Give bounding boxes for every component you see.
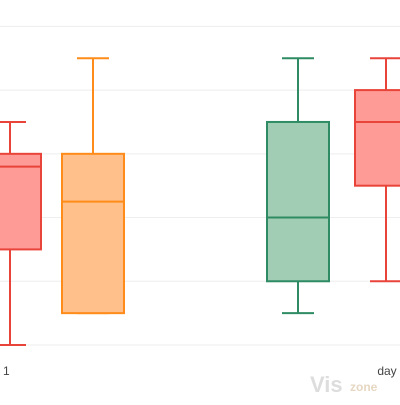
watermark-main-text: Vis (310, 372, 343, 397)
gridlines (0, 25, 400, 346)
box-4 (354, 57, 400, 283)
box-series (0, 57, 400, 346)
box-3 (266, 57, 330, 315)
x-axis-ticks: day 1 day 2 (0, 364, 400, 378)
watermark-sub-text: zone (350, 380, 378, 394)
x-tick-label: day 2 (377, 364, 400, 378)
watermark: Vis zone (310, 372, 378, 397)
iqr-box (61, 152, 125, 315)
iqr-box (266, 120, 330, 283)
x-tick-label: day 1 (0, 364, 10, 378)
box-2 (61, 57, 125, 315)
iqr-box (0, 152, 42, 251)
iqr-box (354, 89, 400, 187)
box-1 (0, 120, 42, 346)
